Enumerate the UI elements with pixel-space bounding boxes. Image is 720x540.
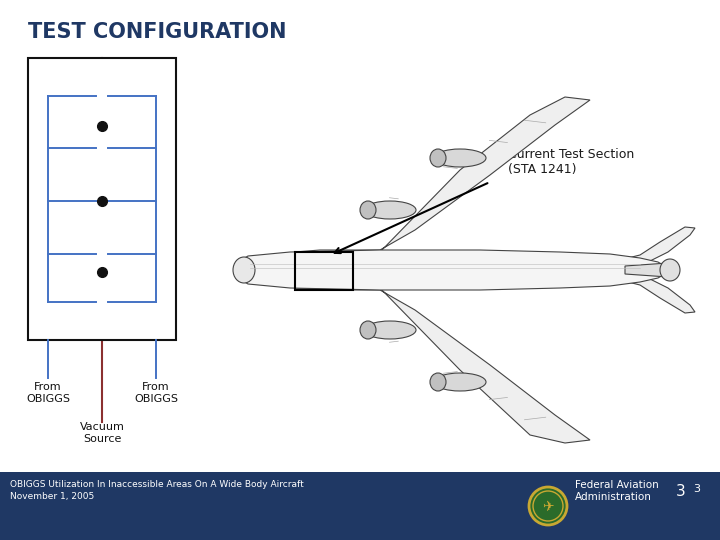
Text: 3: 3 xyxy=(676,484,685,499)
Ellipse shape xyxy=(233,257,255,283)
Bar xyxy=(295,252,353,290)
Polygon shape xyxy=(295,97,590,252)
Text: 3: 3 xyxy=(693,484,700,494)
Text: OBIGGS Utilization In Inaccessible Areas On A Wide Body Aircraft: OBIGGS Utilization In Inaccessible Areas… xyxy=(10,480,304,489)
Text: From
OBIGGS: From OBIGGS xyxy=(134,382,178,403)
Bar xyxy=(28,58,176,340)
Ellipse shape xyxy=(660,259,680,281)
Text: November 1, 2005: November 1, 2005 xyxy=(10,492,94,501)
Ellipse shape xyxy=(430,149,446,167)
Ellipse shape xyxy=(360,201,376,219)
Ellipse shape xyxy=(434,149,486,167)
Text: TEST CONFIGURATION: TEST CONFIGURATION xyxy=(28,22,287,42)
Polygon shape xyxy=(625,263,672,277)
Ellipse shape xyxy=(434,373,486,391)
Ellipse shape xyxy=(364,201,416,219)
Text: Vacuum
Source: Vacuum Source xyxy=(80,422,125,443)
Bar xyxy=(0,472,720,540)
Circle shape xyxy=(529,487,567,525)
Text: Federal Aviation
Administration: Federal Aviation Administration xyxy=(575,480,659,502)
Text: From
OBIGGS: From OBIGGS xyxy=(26,382,70,403)
Polygon shape xyxy=(235,250,670,290)
Ellipse shape xyxy=(430,373,446,391)
Polygon shape xyxy=(628,227,695,262)
Ellipse shape xyxy=(364,321,416,339)
Text: ✈: ✈ xyxy=(542,499,554,513)
Ellipse shape xyxy=(360,321,376,339)
Polygon shape xyxy=(295,288,590,443)
Polygon shape xyxy=(628,278,695,313)
Text: Current Test Section
(STA 1241): Current Test Section (STA 1241) xyxy=(508,148,634,176)
